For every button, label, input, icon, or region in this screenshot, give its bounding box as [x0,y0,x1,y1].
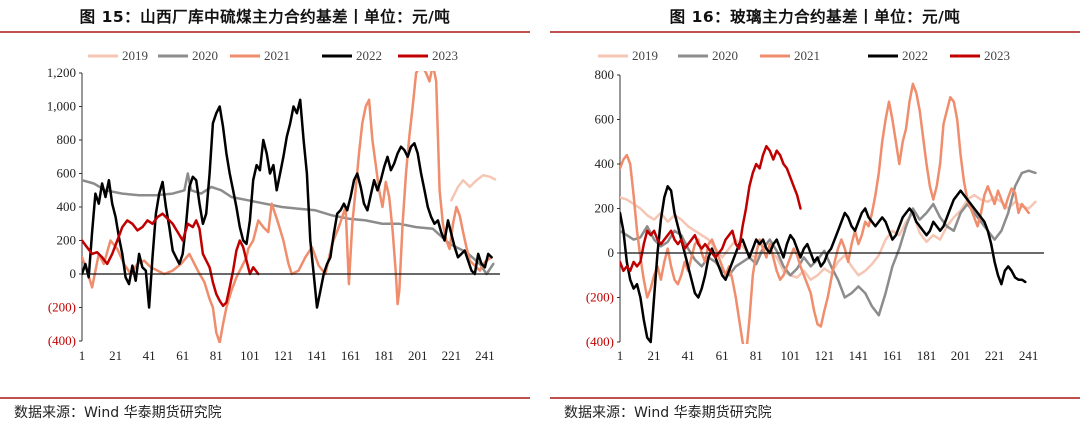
legend-label: 2022 [356,48,382,63]
series-line-2019 [620,193,1037,281]
y-tick-label: (200) [586,290,614,305]
data-source: 数据来源：Wind 华泰期货研究院 [564,405,772,421]
series-line-2020 [620,169,1037,317]
x-tick-label: 201 [951,348,971,363]
legend-label: 2020 [192,48,218,63]
y-tick-label: 1,200 [47,65,76,80]
source-rule [550,397,1080,399]
y-tick-label: 600 [595,112,615,127]
y-tick-label: 0 [70,266,77,281]
legend-label: 2023 [984,48,1010,63]
y-tick-label: 600 [57,166,77,181]
x-tick-label: 221 [442,348,462,363]
x-tick-label: 121 [274,348,294,363]
x-tick-label: 241 [1019,348,1039,363]
x-tick-label: 221 [985,348,1005,363]
y-tick-label: 400 [57,199,77,214]
y-tick-label: 400 [595,156,615,171]
y-tick-label: (200) [48,300,76,315]
series-line-2023 [82,212,260,308]
plot-area [620,82,1037,344]
x-tick-label: 161 [883,348,903,363]
y-tick-label: 1,000 [47,99,76,114]
legend-label: 2022 [902,48,928,63]
series-line-2023 [620,144,802,273]
x-tick-label: 181 [917,348,937,363]
legend-label: 2021 [794,48,820,63]
x-tick-label: 161 [341,348,361,363]
data-source: 数据来源：Wind 华泰期货研究院 [14,405,222,421]
x-tick-label: 141 [849,348,869,363]
x-tick-label: 21 [109,348,122,363]
series-line-2019 [450,173,497,202]
series-line-2021 [82,71,493,343]
series-line-2022 [620,185,1027,344]
legend-label: 2020 [712,48,738,63]
x-tick-label: 21 [648,348,661,363]
series-line-2020 [82,172,495,276]
y-tick-label: (400) [48,333,76,348]
chart-panel-fig15: 图 15：山西厂库中硫煤主力合约基差丨单位：元/吨 1,200 1,000 800 6… [0,0,530,425]
source-rule [0,397,530,399]
plot-area [82,71,497,343]
title-rule [550,31,1080,33]
title-rule [0,31,530,33]
chart-title: 图 16：玻璃主力合约基差丨单位：元/吨 [669,8,961,26]
x-tick-label: 61 [176,348,189,363]
x-tick-label: 1 [617,348,624,363]
x-tick-label: 61 [716,348,729,363]
legend-label: 2019 [632,48,658,63]
chart-title: 图 15：山西厂库中硫煤主力合约基差丨单位：元/吨 [79,8,451,26]
x-tick-label: 101 [781,348,801,363]
x-tick-label: 81 [750,348,763,363]
x-tick-label: 101 [240,348,260,363]
legend-label: 2019 [122,48,148,63]
x-tick-label: 81 [210,348,223,363]
y-tick-label: (400) [586,334,614,349]
x-tick-label: 141 [307,348,327,363]
x-tick-label: 181 [374,348,394,363]
legend-label: 2023 [432,48,458,63]
chart-panel-fig16: 图 16：玻璃主力合约基差丨单位：元/吨 800 600 400 200 0 (200) (… [550,0,1080,425]
x-tick-label: 41 [682,348,695,363]
x-tick-label: 41 [143,348,156,363]
series-line-2022 [82,98,493,309]
x-tick-label: 121 [815,348,835,363]
y-tick-label: 200 [595,201,615,216]
x-tick-label: 241 [475,348,495,363]
legend-label: 2021 [264,48,290,63]
y-tick-label: 800 [595,67,615,82]
y-tick-label: 0 [608,245,615,260]
y-tick-label: 800 [57,132,77,147]
y-tick-label: 200 [57,233,77,248]
x-tick-label: 201 [408,348,428,363]
x-tick-label: 1 [79,348,86,363]
